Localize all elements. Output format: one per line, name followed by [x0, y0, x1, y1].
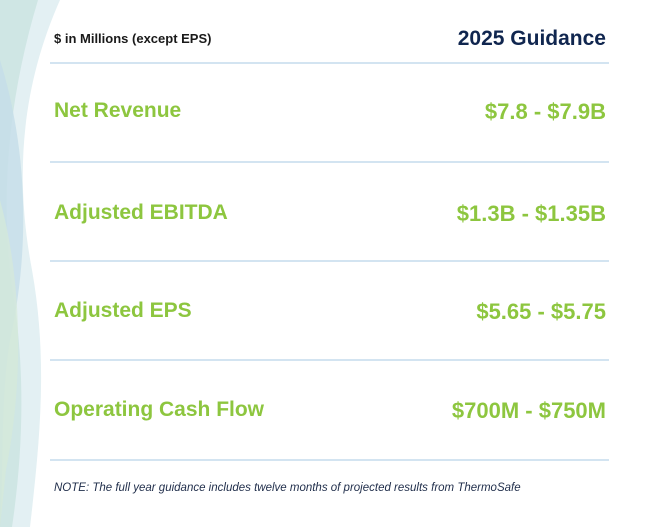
divider: [50, 260, 609, 262]
row-label-operating-cash-flow: Operating Cash Flow: [54, 398, 265, 421]
units-label: $ in Millions (except EPS): [54, 31, 212, 46]
row-label-adjusted-eps: Adjusted EPS: [54, 299, 192, 322]
divider: [50, 161, 609, 163]
row-value-adjusted-eps: $5.65 - $5.75: [476, 299, 606, 324]
footnote: NOTE: The full year guidance includes tw…: [54, 482, 521, 494]
row-label-adjusted-ebitda: Adjusted EBITDA: [54, 201, 228, 224]
row-value-net-revenue: $7.8 - $7.9B: [484, 99, 606, 124]
divider: [50, 359, 609, 361]
row-value-adjusted-ebitda: $1.3B - $1.35B: [456, 201, 606, 226]
divider: [50, 459, 609, 461]
row-label-net-revenue: Net Revenue: [54, 99, 182, 122]
guidance-title: 2025 Guidance: [457, 27, 606, 50]
row-value-operating-cash-flow: $700M - $750M: [451, 398, 606, 423]
divider: [50, 62, 609, 64]
